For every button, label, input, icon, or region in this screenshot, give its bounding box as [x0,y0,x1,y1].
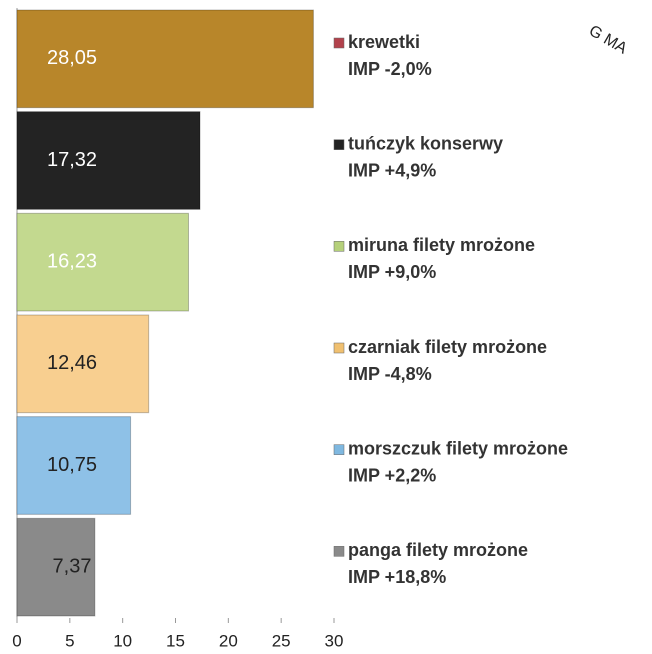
data-label: 28,05 [47,47,97,69]
data-label: 7,37 [53,555,92,577]
bar [16,314,150,414]
legend-note: IMP +4,9% [348,160,436,180]
data-label: 16,23 [47,250,97,272]
legend-note: IMP +9,0% [348,262,436,282]
data-label: 17,32 [47,149,97,171]
legend-marker [333,342,345,354]
bar [16,9,314,109]
legend-label: czarniak filety mrożone [348,337,547,357]
legend-marker [333,444,345,455]
watermark: G MA [586,22,630,57]
x-tick-label: 5 [65,631,74,650]
legend-marker [333,241,345,252]
x-tick-label: 20 [219,631,238,650]
legend-label: tuńczyk konserwy [348,133,503,153]
x-tick-label: 10 [113,631,132,650]
legend-note: IMP +2,2% [348,465,436,485]
bar [16,212,189,312]
legend-label: panga filety mrożone [348,540,528,560]
legend-marker [333,37,345,49]
legend-label: miruna filety mrożone [348,235,535,255]
legend-note: IMP -2,0% [348,59,432,79]
legend-marker [333,546,345,557]
x-tick-label: 0 [12,631,21,650]
data-label: 10,75 [47,454,97,476]
legend-marker [333,139,345,150]
x-tick-label: 30 [325,631,344,650]
bar [16,416,132,515]
legend-note: IMP +18,8% [348,567,446,587]
bar [16,517,96,617]
bar [16,111,201,210]
data-label: 12,46 [47,352,97,374]
legend-note: IMP -4,8% [348,364,432,384]
legend-label: krewetki [348,32,420,52]
x-tick-label: 15 [166,631,185,650]
legend-label: morszczuk filety mrożone [348,438,568,458]
x-tick-label: 25 [272,631,291,650]
